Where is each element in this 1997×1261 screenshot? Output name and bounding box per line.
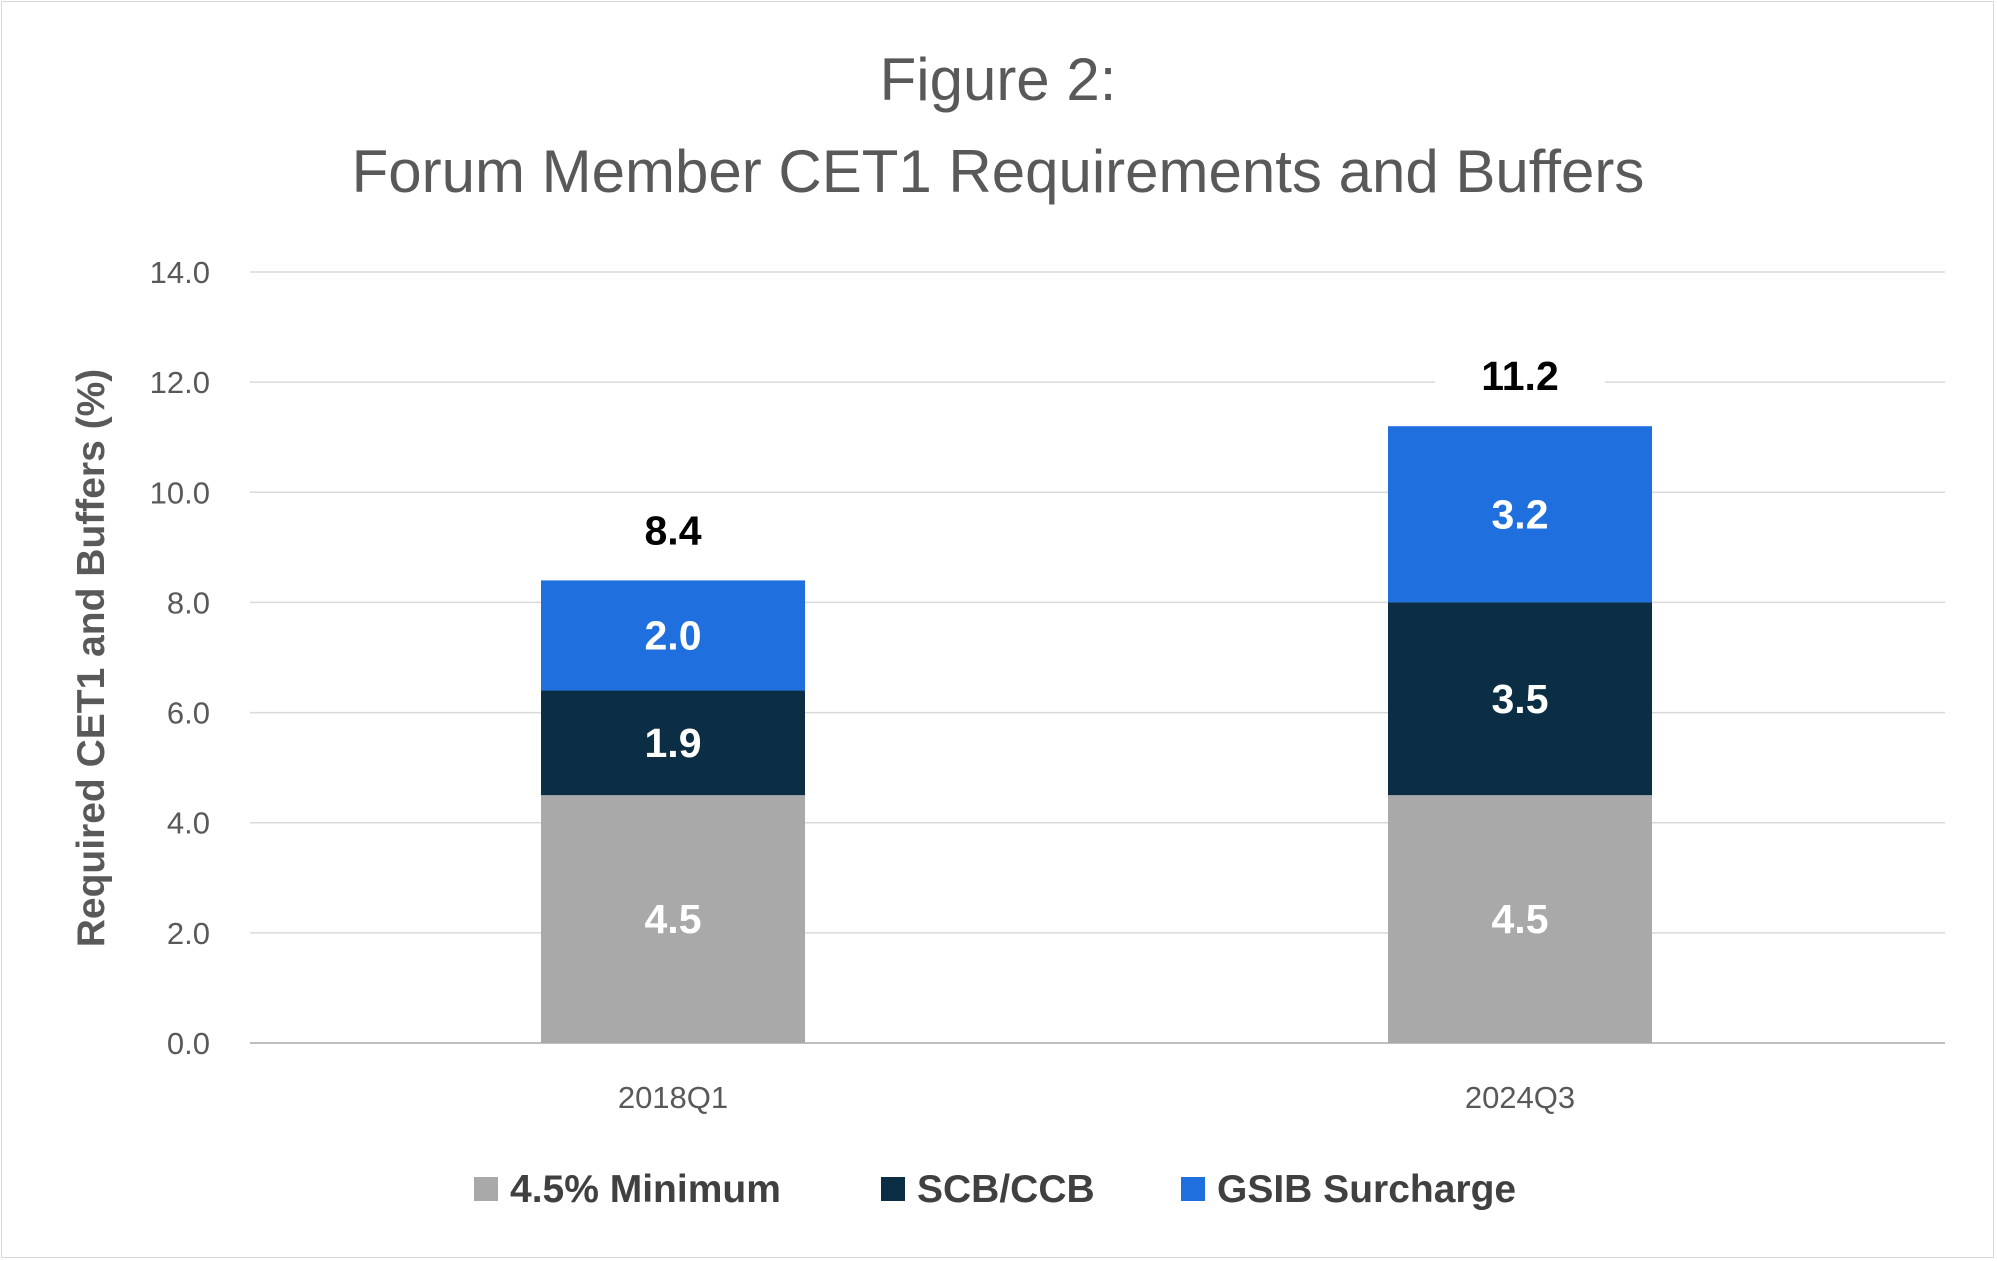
y-axis-label: Required CET1 and Buffers (%) (70, 369, 113, 948)
segment-data-labels: 4.5 1.9 2.0 4.5 3.5 3.2 (645, 491, 1549, 942)
y-tick-label: 10.0 (150, 475, 210, 510)
segment-value-label: 4.5 (1492, 896, 1549, 942)
y-tick-label: 12.0 (150, 365, 210, 400)
total-label-background (593, 506, 753, 559)
bar-segment (541, 580, 805, 691)
bar-stacks (541, 426, 1652, 1043)
total-value-label: 11.2 (1481, 353, 1559, 399)
total-value-label: 8.4 (645, 507, 702, 553)
y-tick-label: 0.0 (167, 1026, 210, 1061)
segment-value-label: 1.9 (645, 720, 702, 766)
legend: 4.5% Minimum SCB/CCB GSIB Surcharge (474, 1168, 1516, 1211)
gridlines (250, 271, 1945, 1044)
legend-label: GSIB Surcharge (1217, 1168, 1516, 1211)
legend-swatch (1181, 1177, 1205, 1201)
total-label-background (1435, 352, 1605, 405)
chart-title-line-1: Figure 2: (880, 46, 1117, 113)
y-tick-label: 6.0 (167, 696, 210, 731)
category-label: 2024Q3 (1465, 1080, 1575, 1115)
y-tick-label: 4.0 (167, 806, 210, 841)
chart-title-line-2: Forum Member CET1 Requirements and Buffe… (352, 138, 1645, 205)
segment-value-label: 4.5 (645, 896, 702, 942)
y-tick-label: 2.0 (167, 916, 210, 951)
bar-segment (541, 690, 805, 796)
category-labels: 2018Q1 2024Q3 (618, 1080, 1575, 1115)
legend-label: 4.5% Minimum (510, 1168, 781, 1211)
segment-value-label: 2.0 (645, 612, 702, 658)
legend-swatch (474, 1177, 498, 1201)
total-labels: 8.4 11.2 (593, 352, 1605, 559)
bar-segment (1388, 795, 1652, 1043)
category-label: 2018Q1 (618, 1080, 728, 1115)
segment-value-label: 3.5 (1492, 676, 1549, 722)
y-tick-labels: 0.0 2.0 4.0 6.0 8.0 10.0 12.0 14.0 (150, 255, 210, 1061)
bar-segment (541, 795, 805, 1043)
y-tick-label: 8.0 (167, 585, 210, 620)
legend-label: SCB/CCB (917, 1168, 1095, 1211)
legend-swatch (881, 1177, 905, 1201)
segment-value-label: 3.2 (1492, 491, 1549, 537)
y-tick-label: 14.0 (150, 255, 210, 290)
bar-segment (1388, 602, 1652, 796)
bar-segment (1388, 426, 1652, 603)
